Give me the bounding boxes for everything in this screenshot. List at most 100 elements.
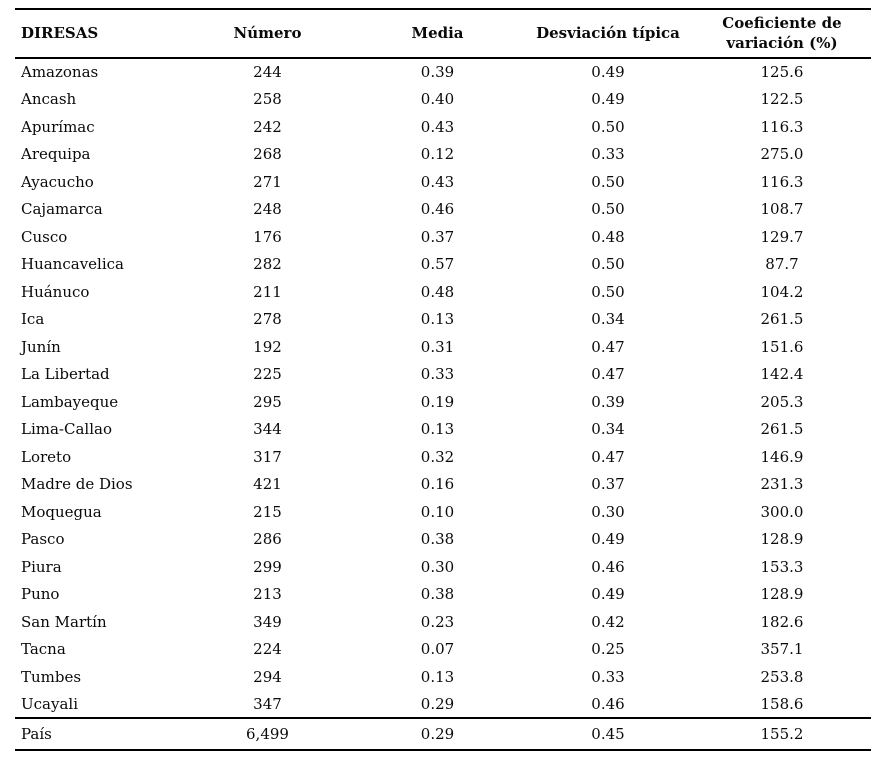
media-value: 0.48 [420,282,455,301]
coeficiente-value: 146.9 [760,447,804,466]
footer-cell-pais: País [21,725,52,743]
numero-value: 347 [253,694,282,713]
desviacion-value: 0.30 [591,502,625,521]
coeficiente-value: 151.6 [760,337,804,356]
numero-value: 242 [253,117,282,136]
footer-cell-numero: 6,499 [246,725,289,743]
diresa-name: Huancavelica [21,255,124,274]
diresa-name: Huánuco [21,282,90,301]
media-value: 0.23 [420,612,455,631]
diresa-name: Cajamarca [21,200,103,219]
footer-row-pais: País 6,499 0.29 0.45 155.2 [15,718,871,750]
coeficiente-value: 87.7 [765,255,799,274]
table-row: Ancash 258 0.40 0.49 122.5 [15,86,871,114]
table-row: Ayacucho 271 0.43 0.50 116.3 [15,168,871,196]
footer-cell-media: 0.29 [420,725,455,743]
media-value: 0.13 [420,310,455,329]
diresa-name: Cusco [21,227,68,246]
table-row: Ucayali 347 0.29 0.46 158.6 [15,691,871,719]
diresa-name: Tacna [21,640,66,659]
coeficiente-value: 261.5 [760,420,804,439]
desviacion-value: 0.39 [591,392,625,411]
table-row: Amazonas 244 0.39 0.49 125.6 [15,58,871,86]
numero-value: 268 [253,145,282,164]
numero-value: 317 [253,447,282,466]
numero-value: 176 [253,227,282,246]
header-row: DIRESAS Número Media Desviación típica C… [15,9,871,58]
desviacion-value: 0.47 [591,365,625,384]
coeficiente-value: 158.6 [760,694,804,713]
column-header-coeficiente-variacion: Coeficiente de variación (%) [722,14,842,52]
table-row: Ica 278 0.13 0.34 261.5 [15,306,871,334]
media-value: 0.16 [420,475,455,494]
numero-value: 248 [253,200,282,219]
coeficiente-value: 300.0 [760,502,804,521]
table-row: La Libertad 225 0.33 0.47 142.4 [15,361,871,389]
numero-value: 349 [253,612,282,631]
numero-value: 224 [253,640,282,659]
diresa-name: Lima-Callao [21,420,112,439]
desviacion-value: 0.33 [591,145,625,164]
numero-value: 258 [253,90,282,109]
media-value: 0.37 [420,227,455,246]
diresa-name: Ancash [21,90,77,109]
coeficiente-value: 205.3 [760,392,804,411]
desviacion-value: 0.34 [591,310,625,329]
desviacion-value: 0.37 [591,475,625,494]
diresa-name: San Martín [21,612,107,631]
table-row: Loreto 317 0.32 0.47 146.9 [15,443,871,471]
numero-value: 215 [253,502,282,521]
media-value: 0.40 [420,90,455,109]
diresa-name: Ayacucho [21,172,94,191]
media-value: 0.38 [420,530,455,549]
desviacion-value: 0.49 [591,530,625,549]
media-value: 0.13 [420,420,455,439]
table-body: Amazonas 244 0.39 0.49 125.6 Ancash 258 0.40 0.4… [15,58,871,718]
media-value: 0.57 [420,255,455,274]
table-row: Lambayeque 295 0.19 0.39 205.3 [15,388,871,416]
numero-value: 344 [253,420,282,439]
coeficiente-value: 125.6 [760,63,804,82]
numero-value: 286 [253,530,282,549]
numero-value: 299 [253,557,282,576]
diresa-name: Tumbes [21,667,82,686]
column-header-numero: Número [233,23,302,42]
coeficiente-value: 275.0 [760,145,804,164]
media-value: 0.46 [420,200,455,219]
desviacion-value: 0.50 [591,117,625,136]
numero-value: 282 [253,255,282,274]
coeficiente-value: 253.8 [760,667,804,686]
media-value: 0.29 [420,694,455,713]
diresa-name: Apurímac [21,117,95,136]
diresa-name: Lambayeque [21,392,119,411]
numero-value: 278 [253,310,282,329]
media-value: 0.13 [420,667,455,686]
media-value: 0.12 [420,145,455,164]
diresas-statistics-table: DIRESAS Número Media Desviación típica C… [15,8,871,751]
coeficiente-value: 116.3 [760,117,804,136]
table-row: Madre de Dios 421 0.16 0.37 231.3 [15,471,871,499]
coeficiente-value: 231.3 [760,475,804,494]
table-row: San Martín 349 0.23 0.42 182.6 [15,608,871,636]
coeficiente-value: 116.3 [760,172,804,191]
numero-value: 421 [253,475,282,494]
desviacion-value: 0.48 [591,227,625,246]
coeficiente-value: 108.7 [760,200,804,219]
coeficiente-value: 129.7 [760,227,804,246]
desviacion-value: 0.47 [591,447,625,466]
media-value: 0.19 [420,392,455,411]
numero-value: 211 [253,282,282,301]
table-row: Moquegua 215 0.10 0.30 300.0 [15,498,871,526]
desviacion-value: 0.49 [591,63,625,82]
media-value: 0.39 [420,63,455,82]
desviacion-value: 0.46 [591,557,625,576]
table-row: Tacna 224 0.07 0.25 357.1 [15,636,871,664]
desviacion-value: 0.42 [591,612,625,631]
diresa-name: Ucayali [21,694,78,713]
column-header-media: Media [411,23,464,42]
numero-value: 295 [253,392,282,411]
coeficiente-value: 357.1 [760,640,804,659]
desviacion-value: 0.50 [591,282,625,301]
table-row: Cusco 176 0.37 0.48 129.7 [15,223,871,251]
